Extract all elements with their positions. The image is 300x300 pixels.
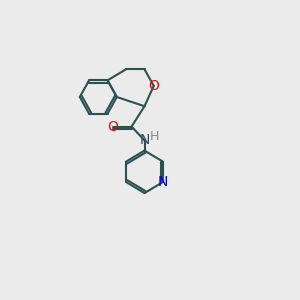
- Text: N: N: [158, 175, 168, 189]
- Text: N: N: [139, 134, 150, 147]
- Text: O: O: [148, 79, 159, 93]
- Text: H: H: [150, 130, 159, 143]
- Text: O: O: [108, 120, 118, 134]
